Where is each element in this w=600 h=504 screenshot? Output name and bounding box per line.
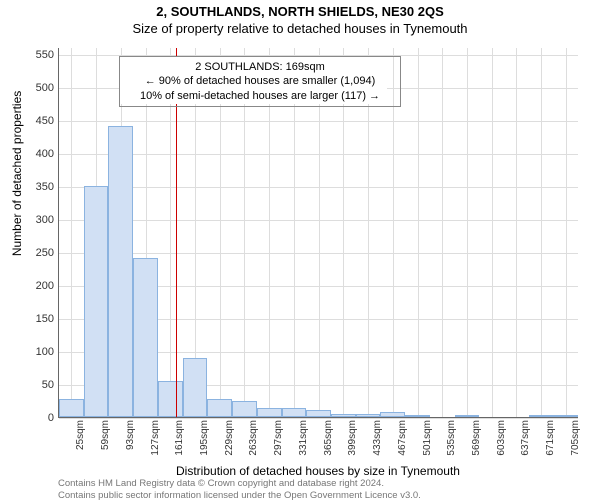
histogram-bar [183, 358, 208, 417]
histogram-bar [405, 415, 430, 417]
histogram-bar [84, 186, 109, 417]
y-tick-label: 150 [14, 313, 54, 325]
gridline-v [541, 48, 542, 417]
y-tick-label: 550 [14, 49, 54, 61]
annotation-line: ← 90% of detached houses are smaller (1,… [126, 74, 394, 88]
y-tick-label: 0 [14, 412, 54, 424]
histogram-bar [207, 399, 232, 418]
x-tick-label: 603sqm [496, 420, 507, 456]
gridline-v [467, 48, 468, 417]
x-tick-label: 705sqm [570, 420, 581, 456]
histogram-bar [158, 381, 183, 417]
histogram-bar [306, 410, 331, 417]
x-tick-label: 93sqm [125, 420, 136, 450]
y-tick-label: 200 [14, 280, 54, 292]
chart-area: 05010015020025030035040045050055025sqm59… [58, 48, 578, 418]
histogram-bar [232, 401, 257, 417]
x-tick-label: 127sqm [150, 420, 161, 456]
x-tick-label: 365sqm [323, 420, 334, 456]
x-tick-label: 637sqm [520, 420, 531, 456]
gridline-v [71, 48, 72, 417]
x-tick-label: 331sqm [298, 420, 309, 456]
x-tick-label: 195sqm [199, 420, 210, 456]
x-axis-label: Distribution of detached houses by size … [58, 464, 578, 478]
gridline-v [516, 48, 517, 417]
x-tick-label: 59sqm [100, 420, 111, 450]
x-tick-label: 263sqm [248, 420, 259, 456]
x-tick-label: 501sqm [422, 420, 433, 456]
footer-line2: Contains public sector information licen… [58, 490, 421, 502]
y-tick-label: 50 [14, 379, 54, 391]
x-tick-label: 25sqm [75, 420, 86, 450]
y-axis-label: Number of detached properties [10, 91, 24, 256]
histogram-bar [108, 126, 133, 417]
histogram-bar [133, 258, 158, 417]
gridline-v [492, 48, 493, 417]
footer-line1: Contains HM Land Registry data © Crown c… [58, 478, 421, 490]
histogram-bar [59, 399, 84, 418]
annotation-box: 2 SOUTHLANDS: 169sqm← 90% of detached ho… [119, 56, 401, 107]
histogram-bar [529, 415, 554, 417]
y-tick-label: 100 [14, 346, 54, 358]
x-tick-label: 297sqm [273, 420, 284, 456]
annotation-line: 10% of semi-detached houses are larger (… [126, 89, 394, 103]
x-tick-label: 161sqm [174, 420, 185, 456]
histogram-bar [257, 408, 282, 417]
histogram-bar [455, 415, 480, 417]
annotation-line: 2 SOUTHLANDS: 169sqm [126, 60, 394, 74]
histogram-bar [380, 412, 405, 417]
x-tick-label: 229sqm [224, 420, 235, 456]
x-tick-label: 467sqm [397, 420, 408, 456]
histogram-bar [331, 414, 356, 417]
x-tick-label: 399sqm [347, 420, 358, 456]
x-tick-label: 671sqm [545, 420, 556, 456]
gridline-v [566, 48, 567, 417]
chart-title-line1: 2, SOUTHLANDS, NORTH SHIELDS, NE30 2QS [0, 4, 600, 19]
x-tick-label: 535sqm [446, 420, 457, 456]
gridline-v [442, 48, 443, 417]
x-tick-label: 433sqm [372, 420, 383, 456]
histogram-bar [356, 414, 381, 417]
x-tick-label: 569sqm [471, 420, 482, 456]
histogram-bar [282, 408, 307, 417]
attribution-footer: Contains HM Land Registry data © Crown c… [58, 478, 421, 502]
gridline-v [418, 48, 419, 417]
histogram-bar [554, 415, 579, 417]
plot-region: 05010015020025030035040045050055025sqm59… [58, 48, 578, 418]
chart-title-line2: Size of property relative to detached ho… [0, 21, 600, 36]
gridline-h [59, 418, 578, 419]
